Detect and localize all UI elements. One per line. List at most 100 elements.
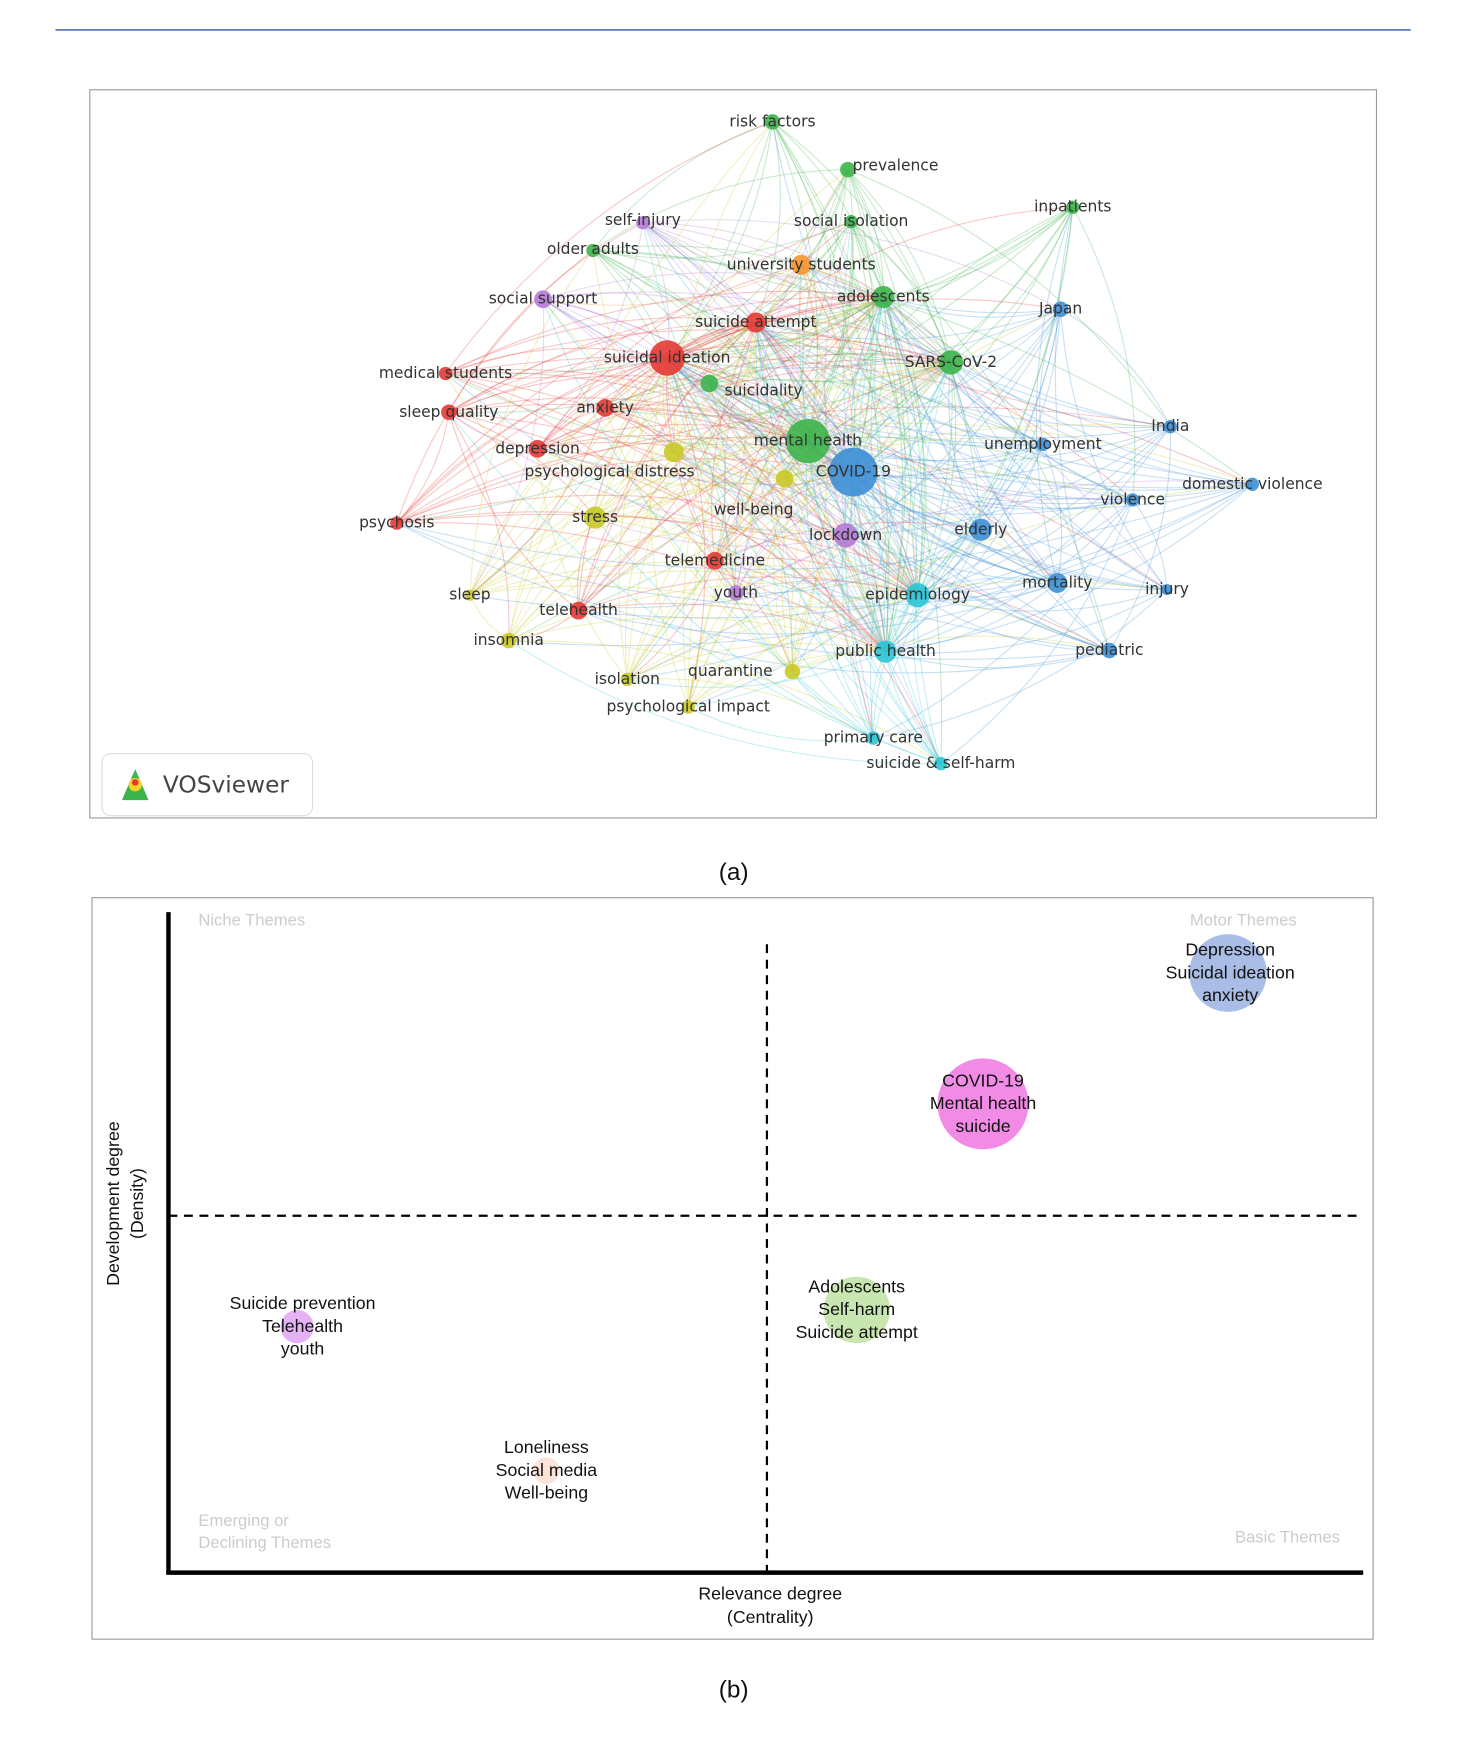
cluster-label: youth [281,1339,324,1359]
edge [537,423,809,450]
cluster-label: Self-harm [818,1299,895,1319]
node-label: SARS-CoV-2 [905,353,997,371]
edge [708,383,1110,652]
edge [448,356,668,413]
edge [883,362,952,652]
edge [604,296,884,409]
edge [734,169,849,593]
node-label: self-injury [605,211,681,229]
edge [882,296,1133,501]
node [663,442,684,463]
edge [578,296,884,611]
node-label: mortality [1022,573,1092,591]
edge [800,264,889,652]
edge [708,383,1058,584]
edge [687,592,737,708]
edge [755,322,1253,485]
edge [687,478,786,708]
edge [687,296,884,708]
node-label: mental health [754,432,862,450]
edge [667,308,1061,369]
node [840,161,856,178]
edge [883,206,1074,298]
cluster-label: Depression [1185,940,1275,960]
cluster-label: suicide [955,1116,1010,1136]
cluster-bubble [1189,934,1267,1012]
edge [1072,206,1136,500]
node [791,254,812,275]
edge [396,522,1058,608]
node-label: telehealth [539,601,618,619]
edge [604,407,886,652]
node [745,312,766,333]
edge [626,296,884,680]
node [1066,200,1080,214]
node [1036,437,1050,452]
edge [396,522,1110,660]
edge [667,264,802,359]
edge [605,361,952,417]
node-label: injury [1145,580,1189,598]
edge [883,296,1061,318]
edge [667,357,854,473]
edge [642,222,874,739]
edge [1035,207,1074,584]
edge [445,206,1074,375]
edge [872,444,1044,739]
edge [578,576,918,612]
edge [853,207,1074,473]
node [969,518,992,541]
node [528,439,547,458]
edge [917,577,1058,596]
edge [912,362,952,596]
logo-box [101,753,314,817]
node [866,731,880,745]
edge [847,169,874,473]
edge [508,121,773,641]
edge [885,499,1134,653]
edge [642,222,884,298]
edge [708,383,793,672]
edge [884,651,942,764]
edge [882,296,1171,428]
edge [666,357,785,480]
edge [396,357,668,524]
edge [807,221,854,442]
edge [469,121,773,596]
edge [396,511,918,596]
node-label: sleep quality [399,403,498,421]
edge [791,471,854,672]
node-label: psychological distress [524,463,694,481]
edge [847,169,884,298]
edge [618,357,668,680]
node-label: primary care [824,729,923,747]
node [441,404,457,421]
edge [885,444,1044,653]
edge [853,471,1168,591]
edge [714,560,793,672]
logo-text: VOSviewer [163,771,289,798]
node-label: public health [835,642,936,660]
edge [642,222,757,323]
edge [755,322,919,596]
edge [882,296,1168,591]
node [649,340,685,376]
edge [845,362,952,536]
edge [666,357,874,739]
node-label: telemedicine [665,551,765,569]
node [700,374,719,393]
edge [642,219,1061,310]
edge [950,361,1253,485]
edge [448,411,918,596]
edge [594,517,942,765]
edge [687,169,849,708]
edge [542,298,942,764]
edge [448,412,510,641]
node [833,523,858,548]
node-label: youth [714,583,758,601]
edge [950,362,1044,445]
edge [396,321,756,524]
edge [605,407,1168,591]
edge [604,407,793,673]
edge [594,517,846,547]
